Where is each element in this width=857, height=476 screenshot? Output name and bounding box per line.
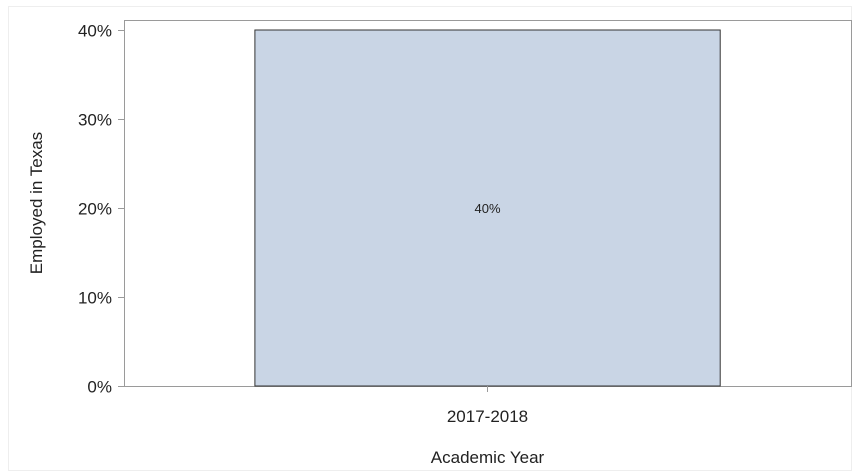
y-tick-label: 0% (87, 378, 112, 397)
y-axis: 0% 10% 20% 30% 40% (78, 22, 124, 397)
x-tick-label: 2017-2018 (447, 407, 528, 426)
y-tick-label: 30% (78, 111, 112, 130)
y-tick-label: 10% (78, 289, 112, 308)
y-axis-title: Employed in Texas (27, 132, 46, 274)
bar-series: 40% (254, 29, 721, 387)
y-tick-label: 20% (78, 200, 112, 219)
y-tick-label: 40% (78, 22, 112, 41)
bar-data-label: 40% (474, 201, 500, 216)
x-axis-title: Academic Year (431, 448, 545, 467)
x-axis: 2017-2018 (447, 386, 528, 426)
bar (254, 29, 721, 387)
